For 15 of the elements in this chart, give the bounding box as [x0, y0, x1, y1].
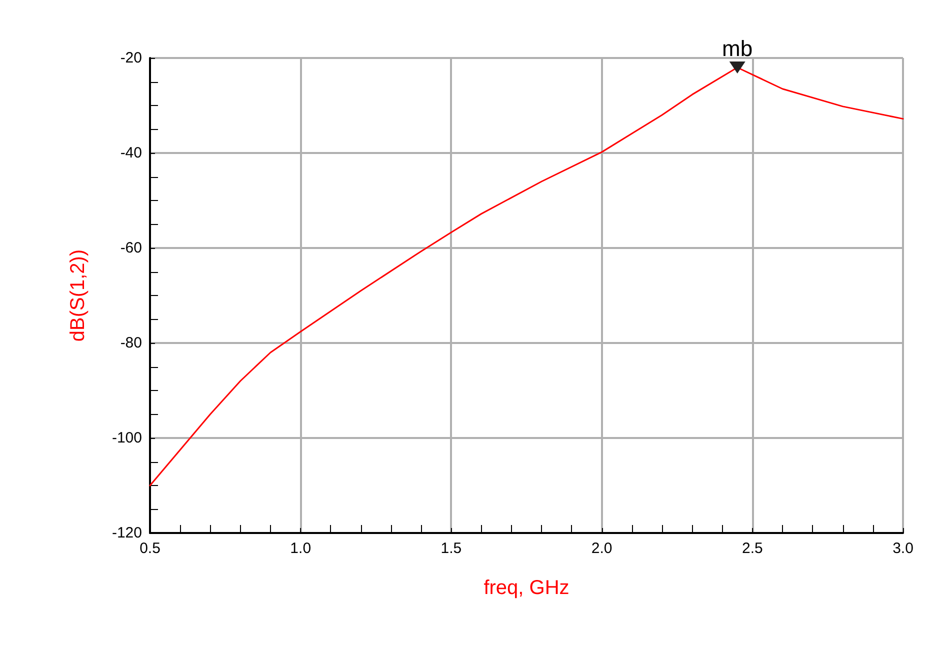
y-tick-label: -100 [112, 430, 142, 446]
y-tick-label: -40 [120, 144, 142, 162]
y-tick-label: -20 [120, 50, 142, 66]
y-tick-label: -120 [112, 524, 142, 542]
x-tick-label: 2.0 [591, 540, 612, 557]
x-tick-label: 1.0 [290, 540, 312, 557]
y-tick-label: -60 [120, 240, 142, 256]
y-axis-title: dB(S(1,2)) [67, 249, 89, 342]
annotation: mb [722, 36, 753, 61]
y-tick-label: -80 [120, 334, 142, 352]
x-tick-label: 1.5 [440, 540, 462, 557]
x-tick-label: 3.0 [892, 540, 914, 557]
x-tick-label: 2.5 [742, 540, 763, 557]
x-tick-label: 0.5 [140, 540, 160, 557]
x-axis-title: freq, GHz [484, 577, 570, 599]
